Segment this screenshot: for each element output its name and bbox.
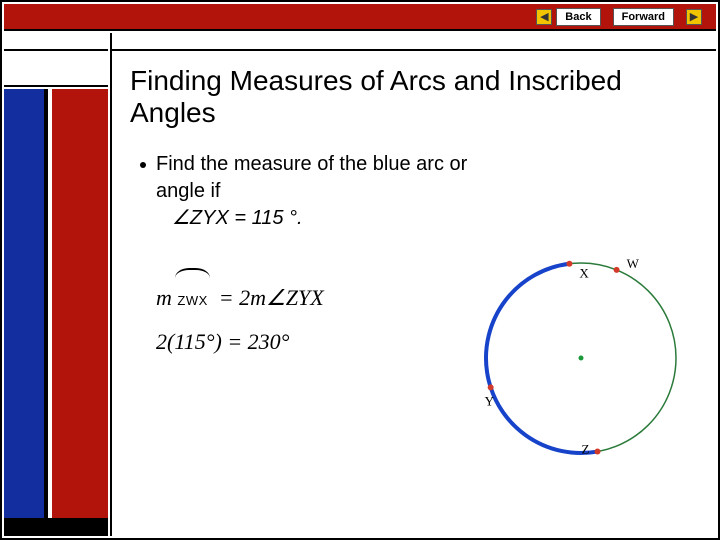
math-rhs: = 2m∠ZYX (219, 285, 324, 310)
stripe-yellow (44, 89, 48, 518)
svg-text:Y: Y (485, 394, 495, 409)
svg-text:X: X (579, 266, 589, 281)
stripe-blue (4, 89, 44, 518)
stripe-red (52, 89, 108, 518)
page-title: Finding Measures of Arcs and Inscribed A… (112, 51, 716, 133)
svg-text:W: W (627, 256, 640, 271)
body: Find the measure of the blue arc or angl… (112, 133, 716, 372)
angle-statement: ∠ZYX = 115 °. (156, 205, 480, 232)
slide-page: ◀ Back Forward ▶ Finding Measures of Arc… (0, 0, 720, 540)
arc-cap-icon (175, 268, 209, 278)
left-stripe (4, 33, 108, 536)
m-prefix: m (156, 285, 172, 310)
content-band (112, 33, 716, 51)
arc-notation: ZWX (177, 270, 207, 320)
content-area: Finding Measures of Arcs and Inscribed A… (110, 33, 716, 536)
stripe-band (4, 33, 108, 51)
back-arrow-icon[interactable]: ◀ (536, 9, 552, 25)
back-button[interactable]: Back (556, 8, 600, 26)
arc-label: ZWX (177, 293, 207, 308)
navbar: ◀ Back Forward ▶ (4, 4, 716, 31)
forward-button[interactable]: Forward (613, 8, 674, 26)
svg-text:Z: Z (581, 442, 589, 457)
bullet-text: Find the measure of the blue arc or angl… (156, 153, 467, 202)
stripe-black (4, 518, 108, 536)
circle-diagram: W X Y Z (456, 243, 706, 473)
forward-arrow-icon[interactable]: ▶ (686, 9, 702, 25)
bullet-icon (140, 162, 146, 168)
bullet-item: Find the measure of the blue arc or angl… (140, 151, 480, 232)
stripe-band (4, 53, 108, 87)
